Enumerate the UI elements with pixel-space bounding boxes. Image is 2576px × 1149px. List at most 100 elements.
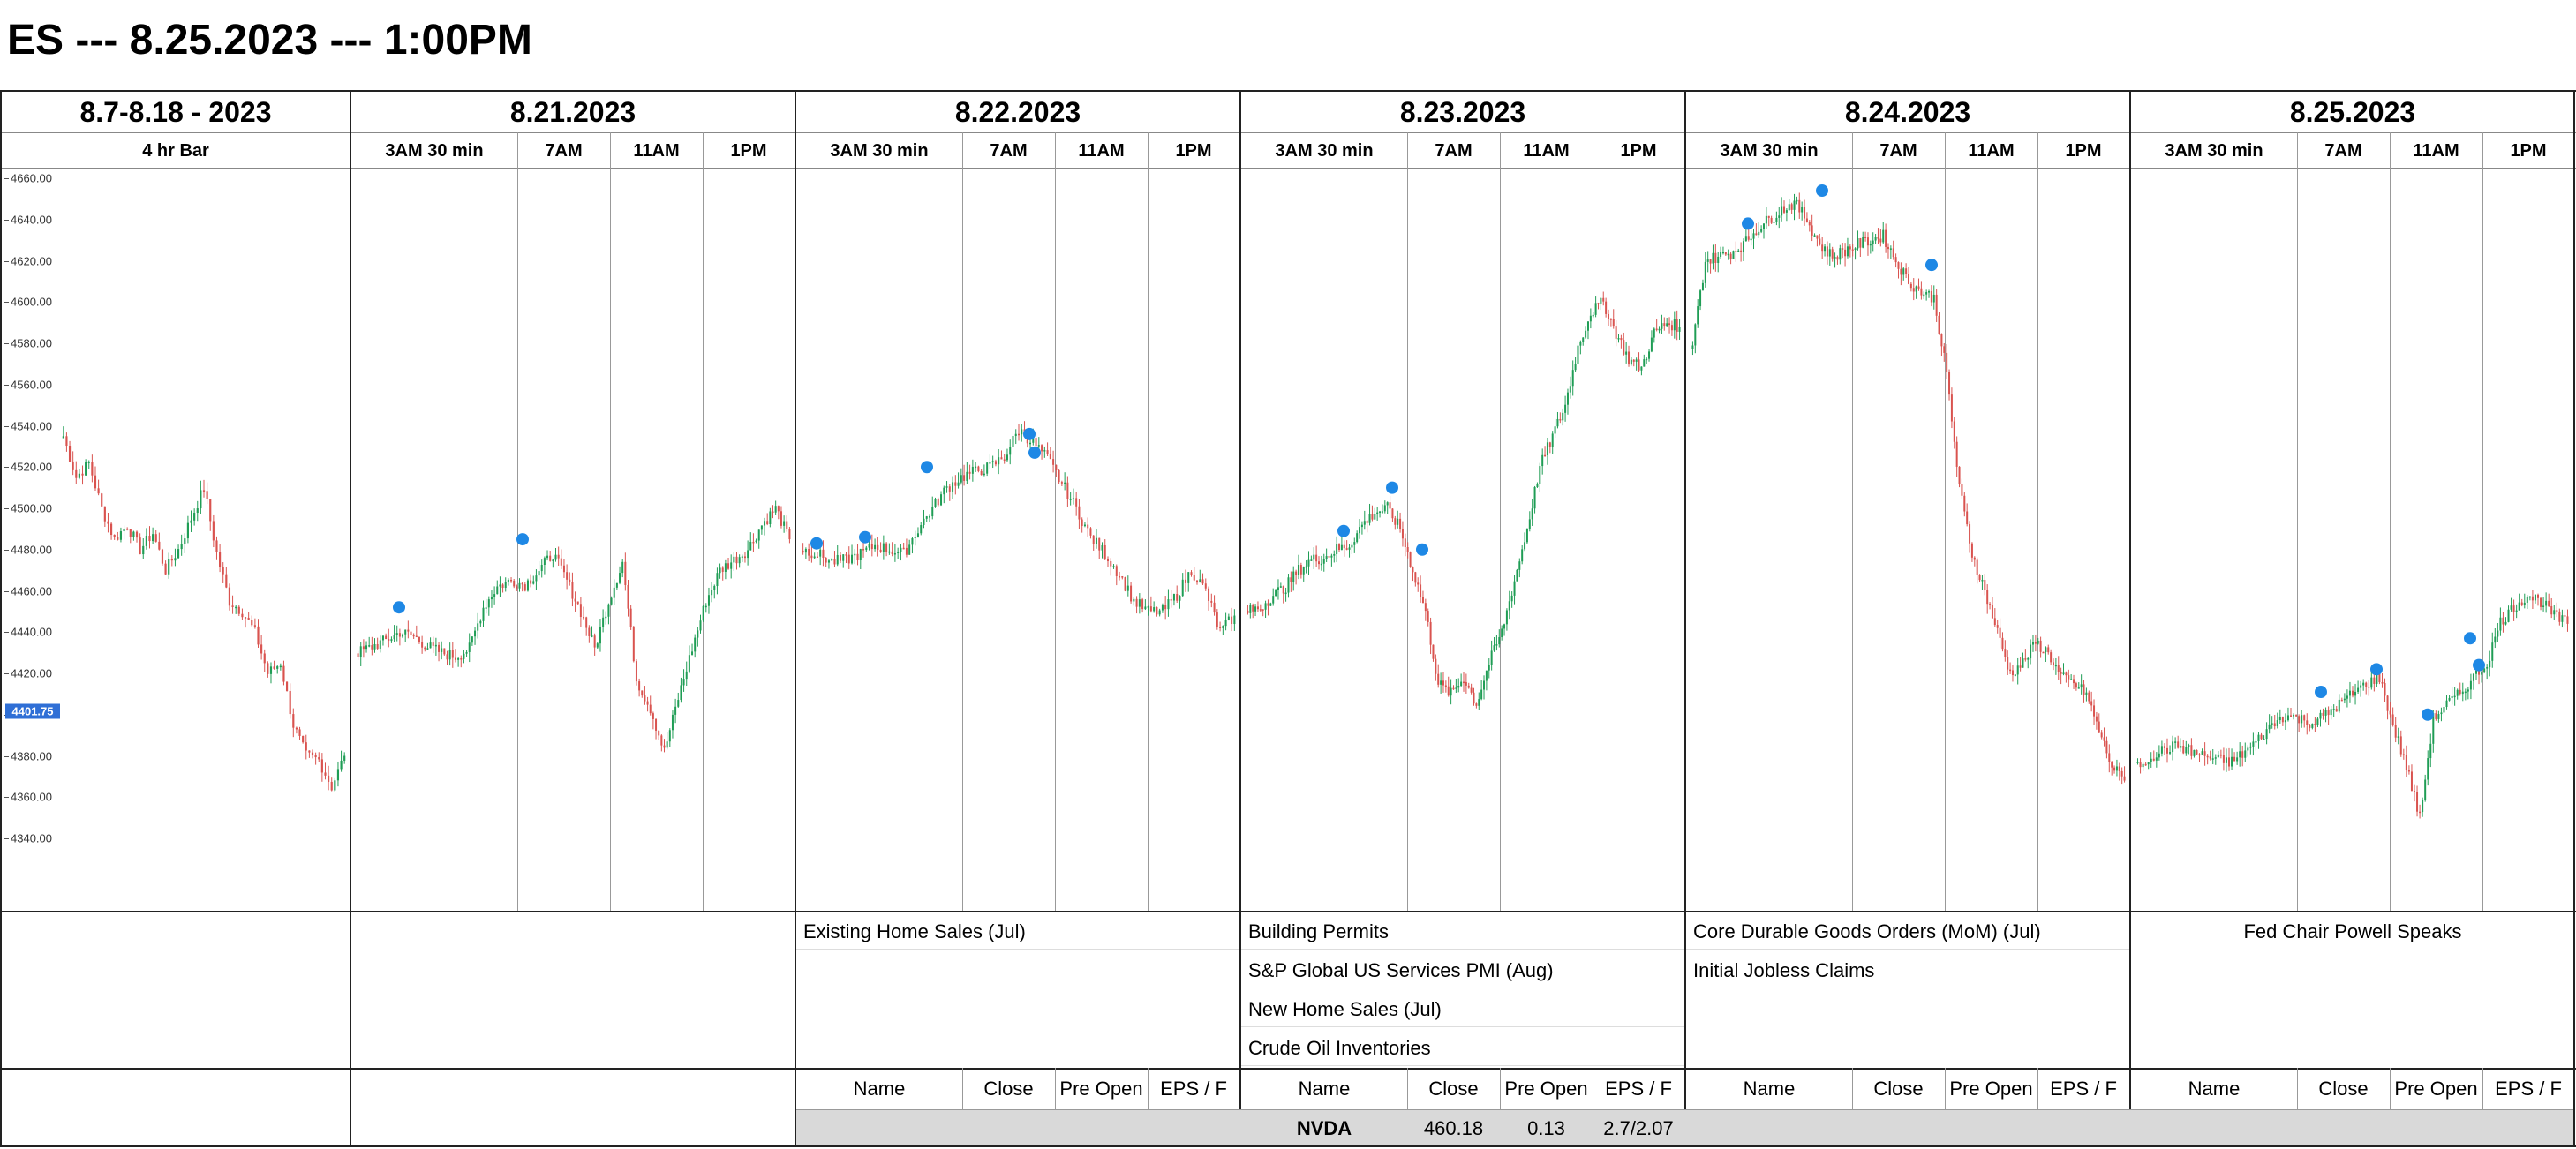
candle bbox=[851, 544, 854, 565]
candle bbox=[1981, 574, 1984, 590]
candle bbox=[1562, 408, 1564, 426]
candle bbox=[2231, 748, 2233, 770]
candle bbox=[1121, 575, 1124, 580]
candle bbox=[1984, 574, 1986, 596]
candle bbox=[1879, 229, 1882, 247]
candle bbox=[434, 637, 437, 656]
y-tick-mark bbox=[4, 384, 9, 386]
candle bbox=[2348, 681, 2351, 703]
candle bbox=[1282, 585, 1284, 604]
candle bbox=[2469, 673, 2472, 700]
candle bbox=[1609, 318, 1612, 327]
candle bbox=[398, 628, 401, 646]
candle bbox=[1305, 560, 1307, 574]
candle bbox=[170, 555, 173, 567]
candle bbox=[652, 711, 654, 730]
candle bbox=[870, 534, 873, 557]
candle bbox=[2429, 733, 2432, 768]
event-item: Crude Oil Inventories bbox=[1241, 1031, 1684, 1066]
candle bbox=[660, 734, 663, 752]
candle bbox=[619, 566, 621, 585]
candle bbox=[1383, 500, 1386, 514]
candle bbox=[2548, 593, 2550, 607]
candle bbox=[2057, 656, 2060, 680]
candle bbox=[177, 544, 180, 559]
candle bbox=[554, 548, 557, 562]
candle bbox=[1055, 464, 1058, 477]
candle bbox=[2054, 657, 2057, 675]
candle bbox=[1325, 548, 1328, 563]
candle bbox=[1821, 237, 1824, 260]
candle bbox=[1548, 441, 1551, 454]
candle bbox=[1796, 196, 1798, 205]
candle bbox=[1302, 566, 1305, 582]
candle bbox=[845, 551, 847, 564]
candle bbox=[490, 590, 493, 608]
y-tick-mark bbox=[4, 508, 9, 509]
candle bbox=[244, 616, 247, 628]
candle bbox=[2053, 658, 2054, 671]
candle bbox=[986, 462, 989, 477]
candle bbox=[983, 464, 985, 477]
candle bbox=[2252, 732, 2255, 756]
candle bbox=[1650, 330, 1653, 353]
candle bbox=[1953, 417, 1955, 449]
candle bbox=[454, 649, 456, 663]
candle bbox=[2324, 707, 2327, 723]
candle bbox=[1078, 499, 1081, 529]
candle bbox=[1625, 342, 1628, 364]
candle bbox=[1179, 595, 1181, 609]
candle bbox=[1003, 454, 1006, 464]
candle bbox=[1844, 243, 1847, 267]
candle bbox=[1525, 528, 1528, 544]
candle bbox=[479, 619, 482, 627]
candle bbox=[2031, 635, 2034, 652]
candle bbox=[457, 656, 460, 667]
candle bbox=[874, 538, 877, 552]
candle bbox=[1961, 478, 1963, 499]
candle bbox=[2007, 650, 2009, 676]
candle bbox=[1556, 411, 1559, 429]
candle bbox=[320, 753, 323, 782]
candle bbox=[1069, 492, 1072, 506]
candle bbox=[1569, 376, 1571, 399]
candle bbox=[1429, 617, 1432, 655]
candle bbox=[1254, 604, 1257, 617]
candle bbox=[1252, 603, 1254, 619]
candle bbox=[2039, 636, 2042, 658]
candle bbox=[148, 526, 151, 549]
candle bbox=[980, 469, 983, 476]
candle bbox=[1427, 608, 1429, 627]
candle bbox=[1521, 544, 1524, 565]
candle bbox=[2486, 664, 2489, 680]
candle bbox=[91, 454, 94, 483]
candle bbox=[1846, 237, 1849, 259]
candle bbox=[540, 559, 543, 578]
candle bbox=[1824, 244, 1827, 257]
candle bbox=[168, 552, 170, 579]
candle bbox=[1882, 222, 1885, 244]
candle bbox=[2472, 672, 2474, 690]
candle bbox=[769, 507, 772, 528]
candle bbox=[1222, 625, 1224, 635]
candle bbox=[2343, 693, 2346, 704]
candle bbox=[1318, 556, 1320, 570]
candle bbox=[680, 677, 682, 703]
candle bbox=[193, 508, 196, 526]
candle bbox=[1420, 575, 1422, 603]
candle bbox=[1513, 574, 1516, 605]
candle bbox=[908, 539, 911, 555]
candle bbox=[747, 540, 749, 566]
candle bbox=[1394, 515, 1397, 530]
candle bbox=[2001, 632, 2004, 652]
candle bbox=[716, 567, 719, 595]
candle bbox=[2068, 669, 2070, 688]
candle bbox=[1646, 357, 1648, 364]
candle bbox=[504, 577, 507, 592]
candle bbox=[629, 605, 632, 630]
candle bbox=[324, 762, 327, 780]
candle bbox=[1058, 469, 1060, 484]
candle bbox=[707, 587, 710, 614]
candle bbox=[1900, 262, 1902, 286]
